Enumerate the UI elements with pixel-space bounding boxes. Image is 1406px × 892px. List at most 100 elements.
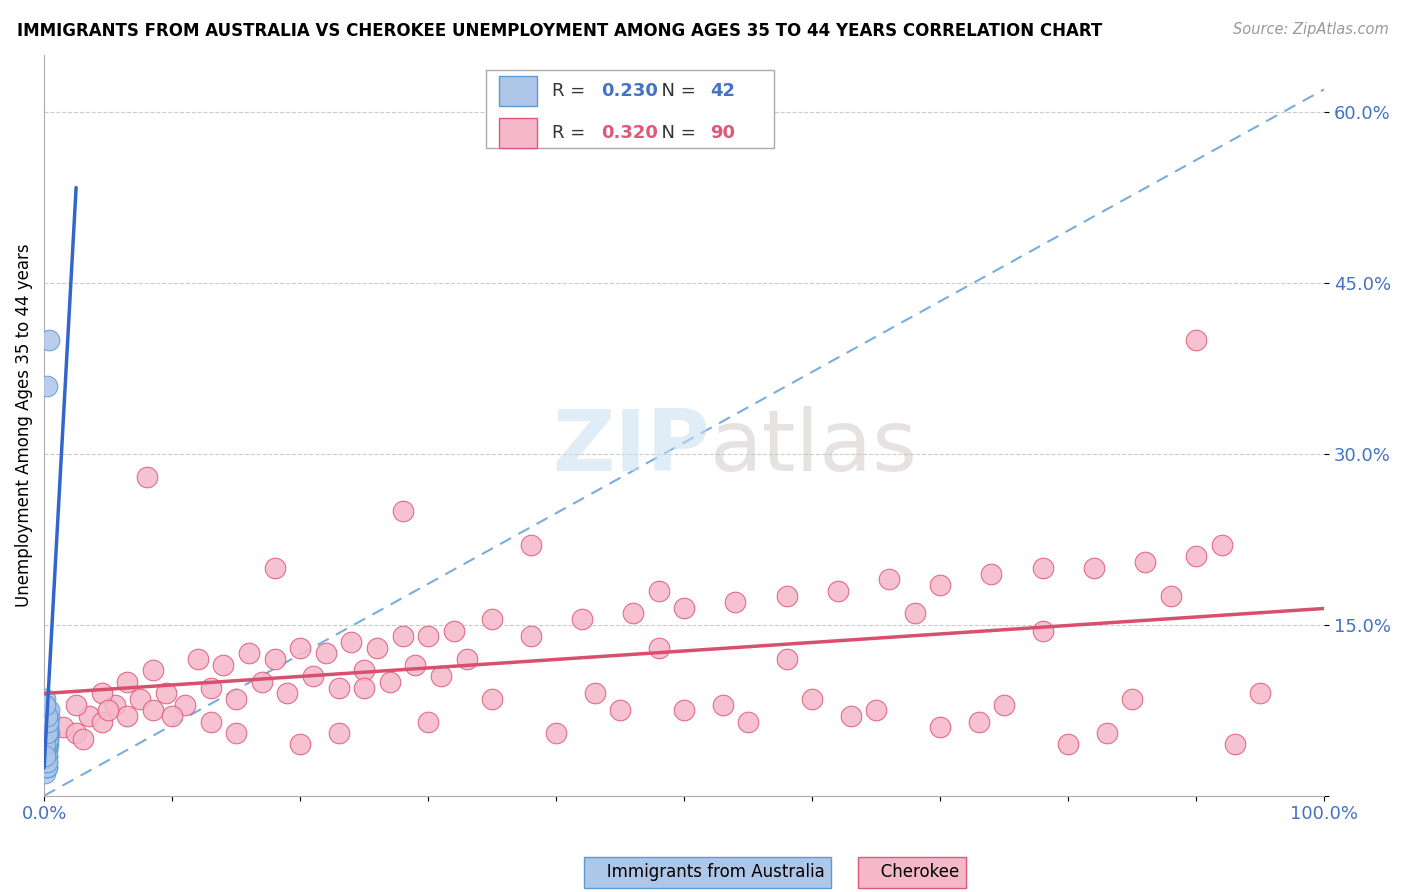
- Point: [609, 703, 631, 717]
- Point: [1095, 726, 1118, 740]
- Point: [37, 731, 59, 746]
- Text: 90: 90: [710, 124, 735, 142]
- Point: [38, 709, 60, 723]
- Point: [35, 755, 58, 769]
- Text: atlas: atlas: [710, 406, 918, 489]
- Text: 0.320: 0.320: [600, 124, 658, 142]
- Point: [35, 743, 58, 757]
- Point: [34, 720, 56, 734]
- Point: [1133, 555, 1156, 569]
- Point: [967, 714, 990, 729]
- Point: [34, 760, 56, 774]
- Point: [903, 607, 925, 621]
- Point: [416, 629, 439, 643]
- Point: [430, 669, 453, 683]
- Point: [980, 566, 1002, 581]
- Point: [546, 726, 568, 740]
- Point: [35, 748, 58, 763]
- Point: [225, 692, 247, 706]
- Point: [34, 698, 56, 712]
- Point: [839, 709, 862, 723]
- Point: [38, 726, 60, 740]
- Text: Cherokee: Cherokee: [865, 863, 959, 881]
- Point: [288, 738, 311, 752]
- Point: [1185, 549, 1208, 564]
- Point: [391, 504, 413, 518]
- Point: [37, 720, 59, 734]
- Text: R =: R =: [553, 82, 592, 100]
- Point: [37, 714, 59, 729]
- Point: [519, 629, 541, 643]
- Point: [97, 703, 120, 717]
- Point: [929, 578, 952, 592]
- Point: [1057, 738, 1080, 752]
- Point: [117, 674, 139, 689]
- Point: [34, 748, 56, 763]
- Point: [34, 766, 56, 780]
- Point: [711, 698, 734, 712]
- Point: [155, 686, 177, 700]
- Point: [929, 720, 952, 734]
- Point: [775, 652, 797, 666]
- Point: [583, 686, 606, 700]
- Point: [37, 738, 59, 752]
- Point: [212, 657, 235, 672]
- Text: Immigrants from Australia: Immigrants from Australia: [591, 863, 824, 881]
- Text: 42: 42: [710, 82, 735, 100]
- Point: [340, 635, 363, 649]
- Point: [65, 698, 87, 712]
- Point: [366, 640, 388, 655]
- Point: [443, 624, 465, 638]
- Point: [37, 726, 59, 740]
- Point: [1185, 333, 1208, 347]
- Point: [827, 583, 849, 598]
- Point: [35, 738, 58, 752]
- Point: [103, 698, 125, 712]
- Point: [276, 686, 298, 700]
- Point: [187, 652, 209, 666]
- Point: [35, 755, 58, 769]
- Point: [37, 726, 59, 740]
- Point: [90, 686, 112, 700]
- Point: [456, 652, 478, 666]
- Point: [129, 692, 152, 706]
- Point: [35, 726, 58, 740]
- Point: [328, 681, 350, 695]
- Point: [142, 664, 165, 678]
- Point: [35, 709, 58, 723]
- Point: [34, 755, 56, 769]
- Point: [993, 698, 1015, 712]
- Text: IMMIGRANTS FROM AUSTRALIA VS CHEROKEE UNEMPLOYMENT AMONG AGES 35 TO 44 YEARS COR: IMMIGRANTS FROM AUSTRALIA VS CHEROKEE UN…: [17, 22, 1102, 40]
- Point: [673, 600, 696, 615]
- Point: [378, 674, 401, 689]
- Point: [90, 714, 112, 729]
- Point: [1249, 686, 1271, 700]
- Point: [135, 469, 157, 483]
- Point: [34, 698, 56, 712]
- Point: [34, 743, 56, 757]
- Point: [481, 692, 503, 706]
- Point: [1160, 590, 1182, 604]
- Text: R =: R =: [553, 124, 592, 142]
- Point: [302, 669, 325, 683]
- Point: [38, 333, 60, 347]
- Point: [35, 703, 58, 717]
- FancyBboxPatch shape: [485, 70, 773, 148]
- Point: [77, 709, 100, 723]
- Point: [35, 760, 58, 774]
- Point: [877, 572, 900, 586]
- Point: [37, 714, 59, 729]
- Point: [481, 612, 503, 626]
- Point: [238, 646, 260, 660]
- Point: [142, 703, 165, 717]
- Point: [737, 714, 759, 729]
- Point: [200, 714, 222, 729]
- Text: ZIP: ZIP: [553, 406, 710, 489]
- Point: [315, 646, 337, 660]
- Point: [35, 738, 58, 752]
- Point: [571, 612, 593, 626]
- Point: [35, 378, 58, 392]
- Point: [288, 640, 311, 655]
- Point: [200, 681, 222, 695]
- Point: [673, 703, 696, 717]
